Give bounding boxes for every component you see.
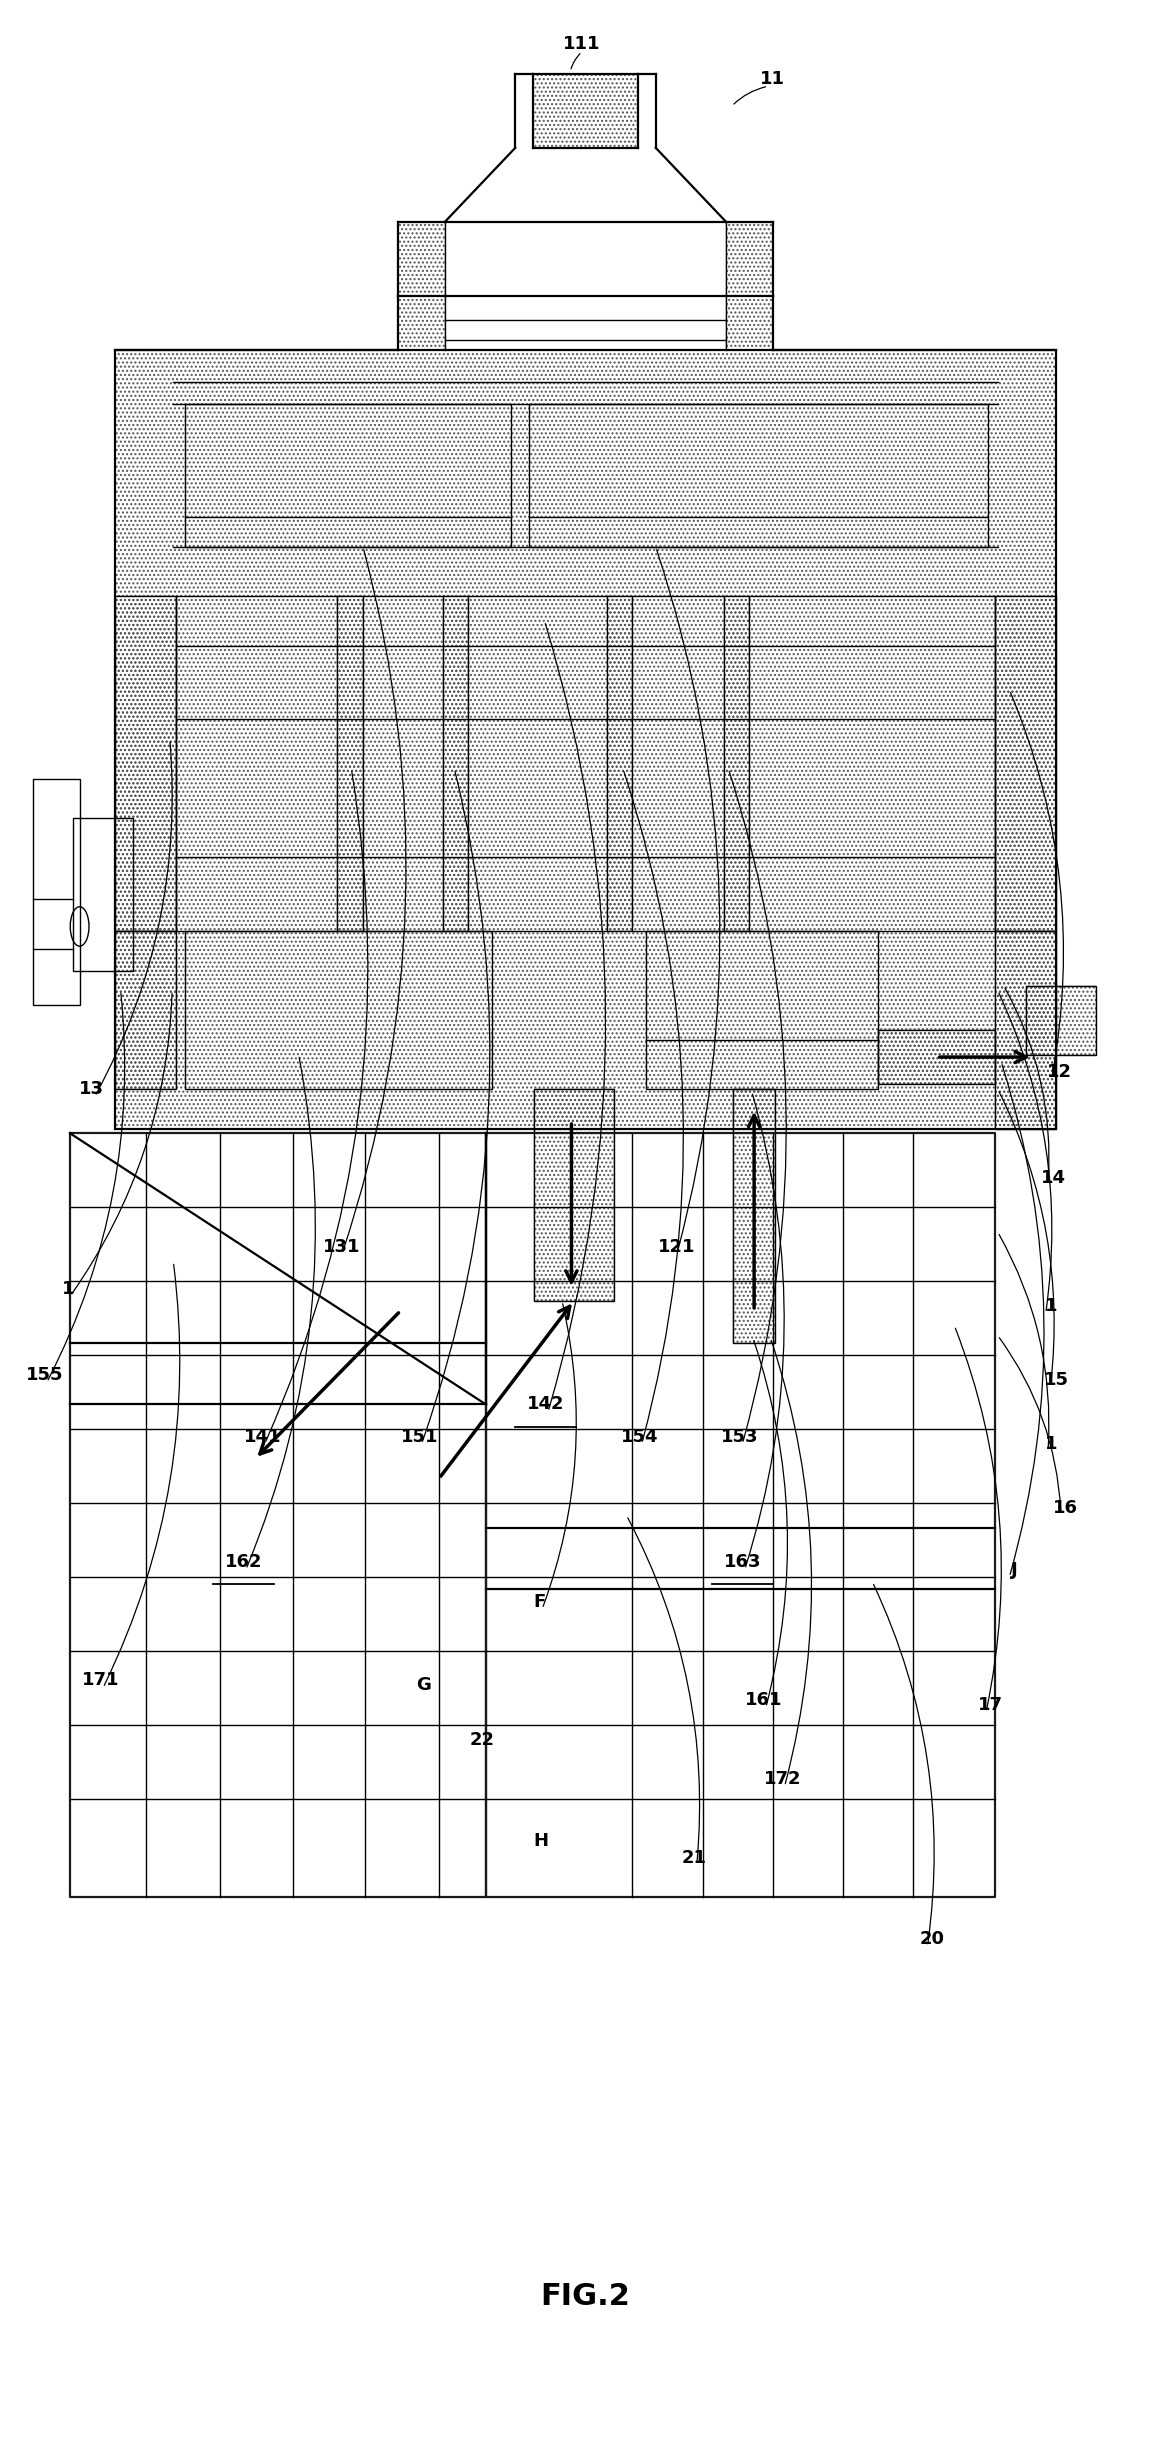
Bar: [115, 931, 176, 1089]
Bar: [878, 1030, 995, 1084]
Text: 12: 12: [1047, 1062, 1073, 1082]
Bar: [726, 296, 773, 350]
Text: FIG.2: FIG.2: [541, 2282, 630, 2311]
Bar: [607, 596, 632, 931]
Bar: [115, 350, 1056, 1129]
Text: 13: 13: [78, 1079, 104, 1099]
Text: 153: 153: [721, 1427, 759, 1446]
Text: 16: 16: [1053, 1498, 1078, 1518]
Text: 151: 151: [400, 1427, 438, 1446]
Text: 21: 21: [682, 1848, 707, 1868]
Bar: [724, 596, 749, 931]
Text: 172: 172: [763, 1769, 801, 1789]
Bar: [443, 596, 468, 931]
Bar: [534, 1089, 614, 1301]
Bar: [115, 931, 176, 1089]
Text: 121: 121: [658, 1237, 696, 1257]
Text: 22: 22: [470, 1730, 495, 1749]
Text: 111: 111: [563, 34, 601, 54]
Bar: [995, 931, 1056, 1129]
Bar: [73, 818, 133, 971]
Bar: [733, 1089, 775, 1343]
Bar: [115, 596, 176, 931]
Text: 20: 20: [919, 1929, 945, 1949]
Bar: [337, 596, 363, 931]
Bar: [646, 931, 878, 1089]
Text: 11: 11: [760, 69, 786, 89]
Bar: [733, 1089, 775, 1343]
Text: 1: 1: [62, 1279, 74, 1299]
Bar: [995, 596, 1056, 931]
Bar: [533, 74, 638, 148]
Bar: [1026, 986, 1096, 1055]
Text: 131: 131: [323, 1237, 361, 1257]
Bar: [398, 296, 445, 350]
Text: 17: 17: [978, 1695, 1004, 1715]
Bar: [995, 596, 1056, 931]
Bar: [534, 1089, 614, 1301]
Bar: [878, 1030, 995, 1084]
Bar: [185, 404, 511, 547]
Text: 155: 155: [26, 1365, 63, 1385]
Bar: [185, 931, 492, 1089]
Text: 171: 171: [82, 1671, 119, 1690]
Bar: [995, 931, 1056, 1129]
Text: G: G: [417, 1676, 431, 1695]
Bar: [115, 596, 176, 931]
Text: 141: 141: [244, 1427, 281, 1446]
Text: J: J: [1011, 1560, 1018, 1579]
Bar: [33, 779, 80, 1005]
Text: H: H: [534, 1831, 548, 1850]
Text: 163: 163: [724, 1552, 761, 1572]
Bar: [726, 222, 773, 296]
Bar: [115, 350, 1056, 1129]
Bar: [398, 222, 445, 296]
Text: 161: 161: [745, 1690, 782, 1710]
Text: 154: 154: [621, 1427, 658, 1446]
Bar: [1026, 986, 1096, 1055]
Text: 162: 162: [225, 1552, 262, 1572]
Text: F: F: [534, 1592, 546, 1611]
Text: 1: 1: [1046, 1434, 1057, 1454]
Text: 14: 14: [1041, 1168, 1067, 1188]
Text: 142: 142: [527, 1395, 564, 1414]
Text: 1: 1: [1046, 1296, 1057, 1316]
Text: 15: 15: [1043, 1370, 1069, 1390]
Bar: [529, 404, 988, 547]
Bar: [176, 596, 995, 931]
